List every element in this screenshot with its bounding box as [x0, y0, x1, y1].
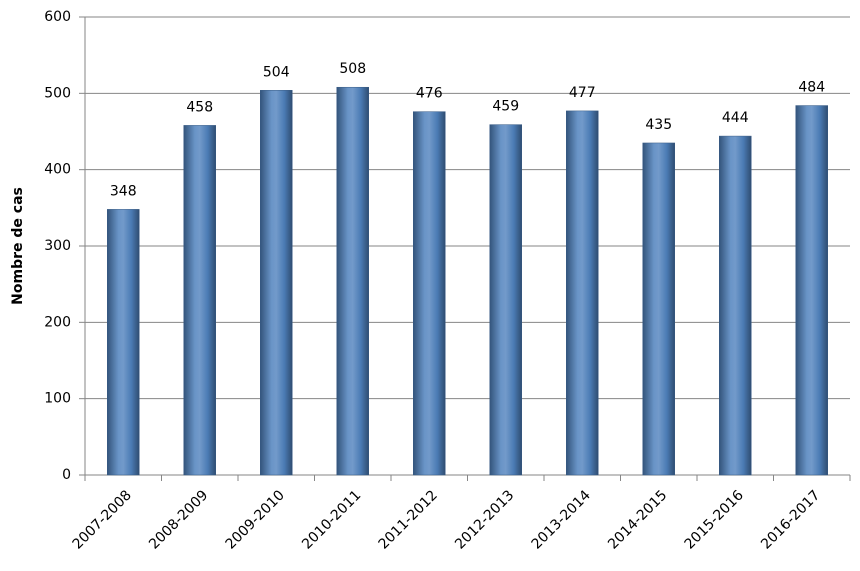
data-label: 444 [722, 110, 749, 126]
y-tick-label: 0 [62, 467, 71, 483]
x-tick-label: 2015-2016 [682, 487, 747, 552]
bar [336, 86, 369, 476]
x-tick-label: 2014-2015 [605, 487, 670, 552]
y-tick-label: 600 [44, 9, 71, 25]
y-tick-label: 400 [44, 162, 71, 178]
data-label: 476 [416, 86, 443, 102]
x-tick-label: 2016-2017 [758, 487, 823, 552]
bar [260, 90, 293, 476]
bar [489, 124, 522, 476]
y-tick-label: 200 [44, 314, 71, 330]
data-label: 459 [492, 99, 519, 115]
data-label: 477 [569, 85, 596, 101]
x-tick-label: 2007-2008 [70, 487, 135, 552]
x-tick-label: 2013-2014 [529, 487, 594, 552]
data-label: 504 [263, 64, 290, 80]
bar [413, 111, 446, 476]
y-tick-label: 100 [44, 391, 71, 407]
x-tick-label: 2010-2011 [299, 487, 364, 552]
y-tick-label: 500 [44, 85, 71, 101]
y-axis-label: Nombre de cas [10, 187, 26, 305]
y-tick-label: 300 [44, 238, 71, 254]
x-tick-label: 2009-2010 [223, 487, 288, 552]
data-label: 508 [339, 61, 366, 77]
bar [107, 209, 140, 476]
x-tick-label: 2008-2009 [146, 487, 211, 552]
bar [719, 135, 752, 476]
bar [566, 110, 599, 476]
bar [642, 142, 675, 476]
bar [183, 125, 216, 476]
x-tick-label: 2012-2013 [452, 487, 517, 552]
x-tick-label: 2011-2012 [376, 487, 441, 552]
data-label: 348 [110, 183, 137, 199]
data-label: 484 [798, 80, 825, 96]
data-label: 458 [186, 99, 213, 115]
bar [795, 105, 828, 476]
data-label: 435 [645, 117, 672, 133]
